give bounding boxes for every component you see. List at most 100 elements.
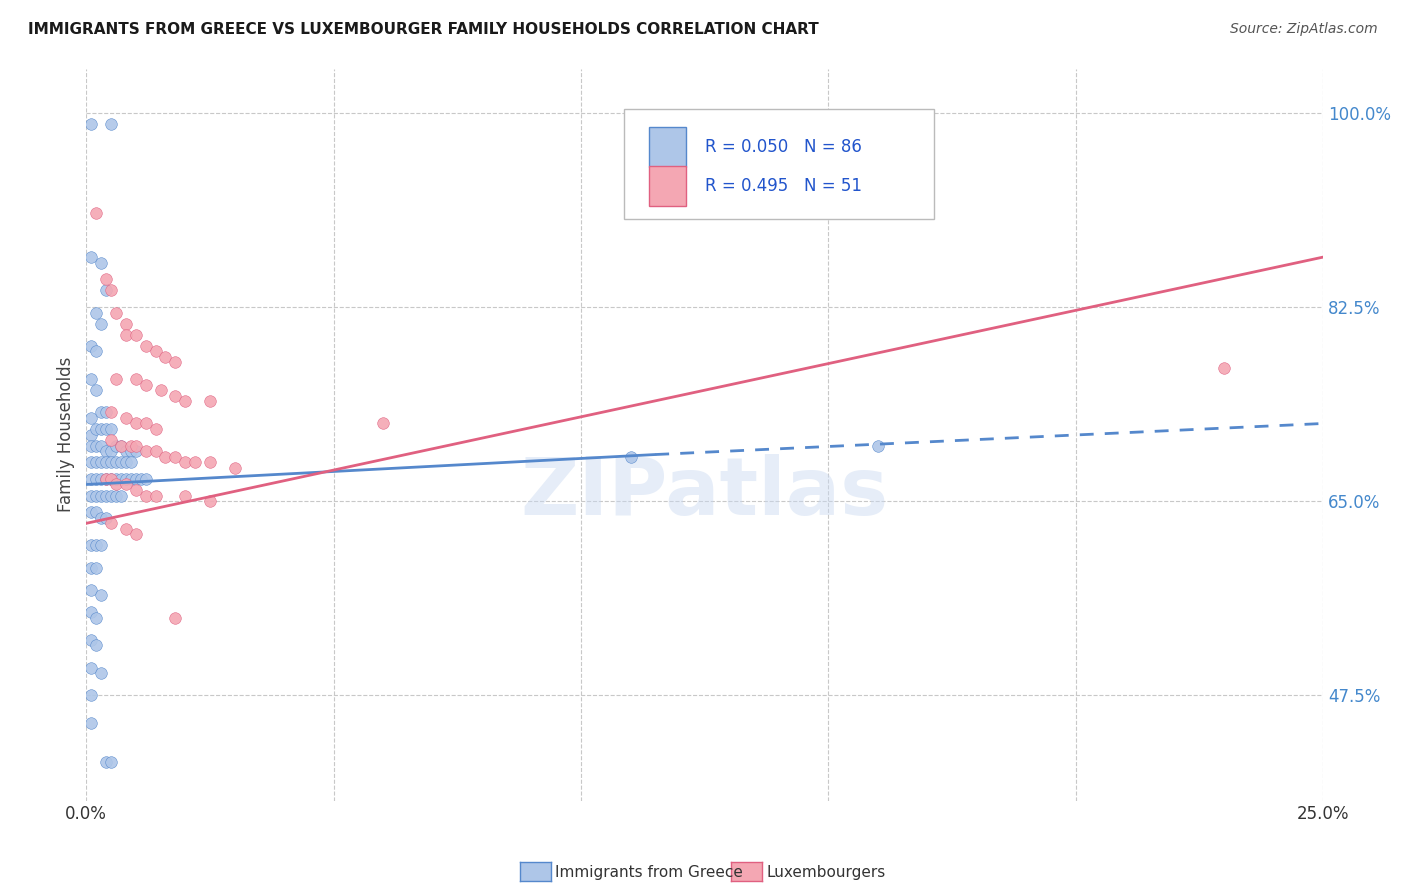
Point xyxy=(104,455,127,469)
Point xyxy=(84,489,107,503)
Point xyxy=(104,477,127,491)
Point xyxy=(80,372,103,386)
Point xyxy=(115,444,138,458)
Point xyxy=(174,455,197,469)
Point xyxy=(100,117,122,131)
Point xyxy=(84,344,107,359)
Point xyxy=(125,527,148,541)
Point xyxy=(165,355,187,369)
FancyBboxPatch shape xyxy=(650,127,686,168)
Point xyxy=(100,422,122,436)
Point xyxy=(135,489,157,503)
Point xyxy=(80,582,103,597)
Point xyxy=(125,444,148,458)
Point xyxy=(94,272,117,286)
Point xyxy=(80,455,103,469)
Point xyxy=(94,422,117,436)
Point xyxy=(115,327,138,342)
Point xyxy=(100,405,122,419)
Point xyxy=(125,483,148,497)
Point xyxy=(110,439,132,453)
Point xyxy=(84,439,107,453)
Point xyxy=(115,317,138,331)
Point xyxy=(80,660,103,674)
Point xyxy=(125,372,148,386)
Point xyxy=(90,255,112,269)
Point xyxy=(174,394,197,409)
Point xyxy=(165,450,187,464)
Point xyxy=(198,394,221,409)
Point xyxy=(619,450,641,464)
Point xyxy=(866,439,889,453)
FancyBboxPatch shape xyxy=(650,166,686,206)
Point xyxy=(104,489,127,503)
Point xyxy=(135,444,157,458)
Text: Immigrants from Greece: Immigrants from Greece xyxy=(555,865,744,880)
Point xyxy=(84,205,107,219)
Point xyxy=(90,489,112,503)
Point xyxy=(198,494,221,508)
Point xyxy=(135,472,157,486)
Point xyxy=(165,389,187,403)
Point xyxy=(115,477,138,491)
Point xyxy=(100,284,122,298)
Point xyxy=(100,444,122,458)
Point xyxy=(125,439,148,453)
FancyBboxPatch shape xyxy=(624,109,934,219)
Point xyxy=(135,417,157,431)
Point xyxy=(100,755,122,769)
Point xyxy=(80,250,103,264)
Point xyxy=(80,411,103,425)
Point xyxy=(115,411,138,425)
Point xyxy=(80,688,103,702)
Text: IMMIGRANTS FROM GREECE VS LUXEMBOURGER FAMILY HOUSEHOLDS CORRELATION CHART: IMMIGRANTS FROM GREECE VS LUXEMBOURGER F… xyxy=(28,22,818,37)
Point xyxy=(174,489,197,503)
Point xyxy=(110,455,132,469)
Point xyxy=(94,472,117,486)
Point xyxy=(90,510,112,524)
Point xyxy=(90,666,112,681)
Point xyxy=(125,327,148,342)
Point xyxy=(84,305,107,319)
Point xyxy=(94,472,117,486)
Point xyxy=(155,450,177,464)
Point xyxy=(110,439,132,453)
Point xyxy=(120,439,142,453)
Point xyxy=(80,716,103,731)
Point xyxy=(84,383,107,397)
Text: R = 0.495   N = 51: R = 0.495 N = 51 xyxy=(704,177,862,195)
Point xyxy=(100,472,122,486)
Point xyxy=(94,489,117,503)
Point xyxy=(100,472,122,486)
Point xyxy=(100,433,122,447)
Point xyxy=(80,489,103,503)
Point xyxy=(110,472,132,486)
Point xyxy=(84,560,107,574)
Point xyxy=(94,455,117,469)
Point xyxy=(84,472,107,486)
Point xyxy=(80,427,103,442)
Point xyxy=(110,489,132,503)
Point xyxy=(80,560,103,574)
Point xyxy=(135,339,157,353)
Point xyxy=(120,472,142,486)
Point xyxy=(224,460,246,475)
Point xyxy=(84,610,107,624)
Point xyxy=(80,632,103,647)
Point xyxy=(129,472,152,486)
Point xyxy=(80,117,103,131)
Point xyxy=(90,439,112,453)
Point xyxy=(94,444,117,458)
Point xyxy=(80,605,103,619)
Point xyxy=(80,505,103,519)
Point xyxy=(90,422,112,436)
Point xyxy=(100,489,122,503)
Point xyxy=(115,455,138,469)
Point xyxy=(94,510,117,524)
Point xyxy=(145,344,167,359)
Point xyxy=(135,377,157,392)
Point xyxy=(145,422,167,436)
Point xyxy=(115,472,138,486)
Point xyxy=(80,339,103,353)
Point xyxy=(90,455,112,469)
